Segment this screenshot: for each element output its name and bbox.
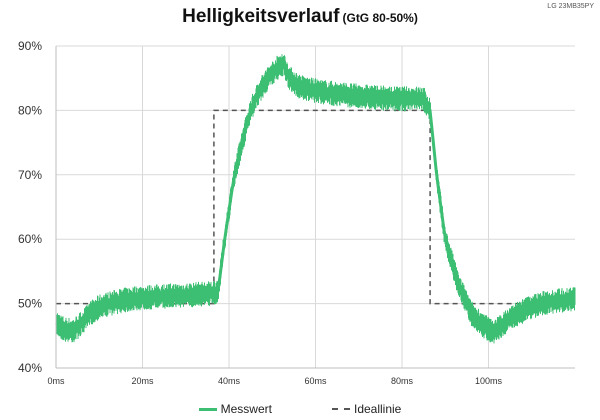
x-tick-label: 100ms [475, 376, 503, 386]
chart-title: Helligkeitsverlauf (GtG 80-50%) [0, 6, 600, 28]
y-tick-label: 70% [18, 168, 42, 182]
ideal-series [56, 109, 575, 305]
legend: Messwert Ideallinie [0, 399, 600, 419]
ideal-line [56, 109, 575, 305]
y-tick-label: 80% [18, 103, 42, 117]
x-tick-label: 0ms [47, 376, 65, 386]
y-tick-label: 50% [18, 297, 42, 311]
monitor-model-label: LG 23MB35PY [547, 3, 594, 10]
legend-swatch-measured [198, 407, 217, 411]
legend-label-measured: Messwert [220, 402, 272, 416]
measured-centerline [55, 62, 575, 333]
chart-subtitle: (GtG 80-50%) [342, 11, 418, 25]
x-tick-label: 20ms [131, 376, 154, 386]
axes [55, 46, 575, 369]
y-tick-label: 90% [18, 39, 42, 53]
y-tick-label: 40% [18, 361, 42, 375]
y-tick-label: 60% [18, 232, 42, 246]
x-tick-label: 60ms [304, 376, 327, 386]
legend-item-measured: Messwert [198, 402, 272, 416]
legend-swatch-ideal [331, 408, 350, 410]
legend-label-ideal: Ideallinie [353, 402, 402, 416]
x-tick-label: 40ms [218, 376, 241, 386]
chart-title-main: Helligkeitsverlauf [182, 6, 340, 27]
x-tick-label: 80ms [391, 376, 414, 386]
legend-item-ideal: Ideallinie [331, 402, 402, 416]
tick-labels: 40% 50% 60% 70% 80% 90% 0ms 20ms 40ms 60ms 80ms 100… [18, 39, 503, 386]
